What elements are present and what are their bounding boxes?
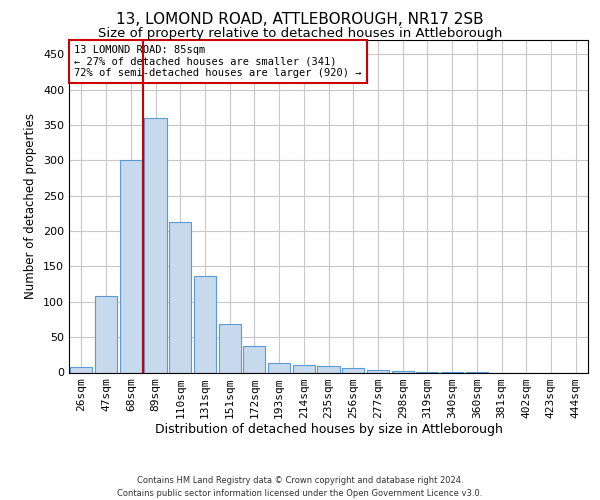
Bar xyxy=(392,371,414,372)
Bar xyxy=(119,160,142,372)
Bar xyxy=(169,222,191,372)
Text: 13, LOMOND ROAD, ATTLEBOROUGH, NR17 2SB: 13, LOMOND ROAD, ATTLEBOROUGH, NR17 2SB xyxy=(116,12,484,28)
Bar xyxy=(194,276,216,372)
X-axis label: Distribution of detached houses by size in Attleborough: Distribution of detached houses by size … xyxy=(155,424,502,436)
Bar xyxy=(317,366,340,372)
Bar xyxy=(70,367,92,372)
Text: Contains HM Land Registry data © Crown copyright and database right 2024.
Contai: Contains HM Land Registry data © Crown c… xyxy=(118,476,482,498)
Bar xyxy=(293,366,315,372)
Bar xyxy=(243,346,265,372)
Bar xyxy=(145,118,167,372)
Bar xyxy=(218,324,241,372)
Bar xyxy=(342,368,364,372)
Bar xyxy=(367,370,389,372)
Text: Size of property relative to detached houses in Attleborough: Size of property relative to detached ho… xyxy=(98,28,502,40)
Bar xyxy=(268,364,290,372)
Text: 13 LOMOND ROAD: 85sqm
← 27% of detached houses are smaller (341)
72% of semi-det: 13 LOMOND ROAD: 85sqm ← 27% of detached … xyxy=(74,45,362,78)
Y-axis label: Number of detached properties: Number of detached properties xyxy=(25,114,37,299)
Bar xyxy=(95,296,117,372)
